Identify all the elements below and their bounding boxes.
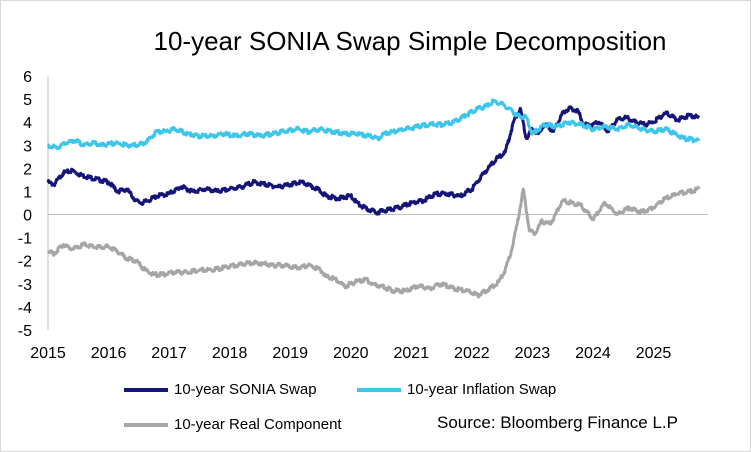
y-tick-label: 2 [23,161,32,178]
legend-swatch-inflation [357,387,401,392]
x-tick-label: 2025 [636,345,672,362]
x-tick-label: 2021 [394,345,430,362]
y-tick-label: -1 [18,231,32,248]
legend-item-inflation: 10-year Inflation Swap [357,381,556,398]
legend-label-sonia: 10-year SONIA Swap [174,381,317,398]
series-line-inflation [47,98,701,151]
y-tick-label: 5 [23,92,32,109]
series-line-real [46,186,701,299]
x-tick-label: 2017 [151,345,187,362]
y-tick-label: -3 [18,277,32,294]
y-tick-label: -2 [18,254,32,271]
legend-swatch-sonia [124,387,168,392]
x-tick-label: 2022 [454,345,490,362]
y-tick-label: 3 [23,138,32,155]
x-tick-label: 2020 [333,345,369,362]
x-tick-label: 2019 [272,345,308,362]
chart-title: 10-year SONIA Swap Simple Decomposition [153,26,667,56]
series-line-sonia [46,105,701,216]
series-layer [46,98,701,299]
legend-item-real: 10-year Real Component [124,416,342,433]
y-tick-label: -4 [18,300,32,317]
y-tick-label: -5 [18,323,32,340]
y-tick-label: 0 [23,208,32,225]
chart-axes: 6 5 4 3 2 1 0 -1 -2 -3 -4 -5 2015 2016 2017 2018 2019 202… [18,69,708,362]
x-tick-label: 2015 [30,345,66,362]
x-tick-label: 2018 [212,345,248,362]
source-note: Source: Bloomberg Finance L.P [437,413,678,432]
x-tick-label: 2016 [91,345,127,362]
legend-label-inflation: 10-year Inflation Swap [407,381,557,398]
y-tick-label: 1 [23,184,32,201]
legend-item-sonia: 10-year SONIA Swap [124,381,317,398]
y-tick-label: 6 [23,69,32,86]
x-tick-label: 2023 [515,345,551,362]
legend-label-real: 10-year Real Component [174,416,342,433]
y-tick-label: 4 [23,115,32,132]
legend-swatch-real [124,422,168,427]
x-tick-label: 2024 [575,345,611,362]
